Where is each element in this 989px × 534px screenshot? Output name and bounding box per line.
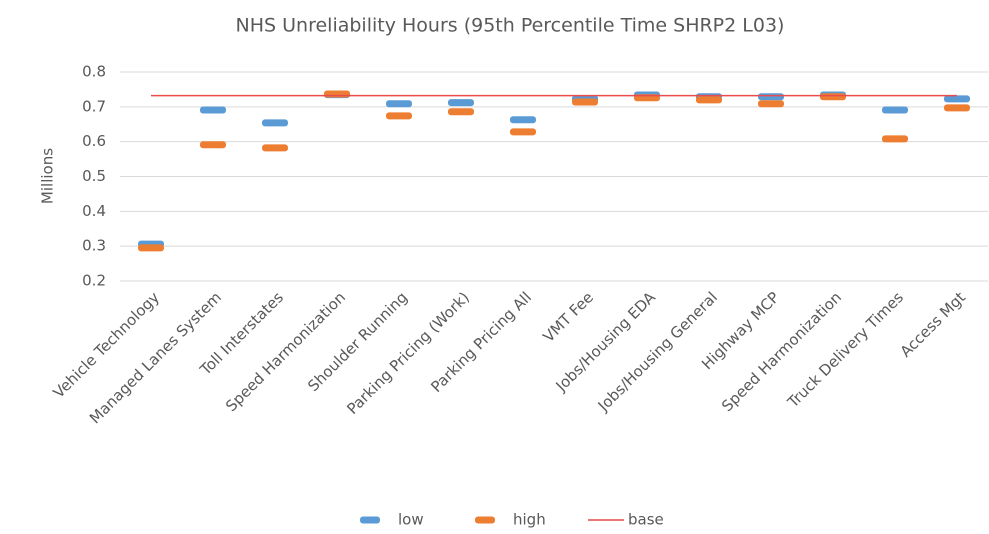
x-tick-label: Jobs/Housing General: [594, 288, 721, 415]
y-tick-label: 0.8: [82, 63, 106, 81]
marker: [572, 98, 598, 106]
legend-label: high: [513, 511, 546, 529]
marker: [200, 141, 226, 149]
legend-swatch: [360, 516, 380, 524]
y-tick-label: 0.5: [82, 167, 106, 185]
marker: [448, 108, 474, 116]
x-tick-label: Vehicle Technology: [50, 288, 164, 402]
chart-title: NHS Unreliability Hours (95th Percentile…: [236, 15, 785, 37]
marker: [200, 106, 226, 114]
marker: [944, 95, 970, 103]
y-tick-label: 0.4: [82, 202, 106, 220]
x-tick-label: VMT Fee: [539, 288, 597, 346]
marker: [758, 100, 784, 108]
marker: [448, 99, 474, 107]
marker: [882, 106, 908, 114]
marker: [820, 93, 846, 101]
marker: [386, 112, 412, 120]
y-tick-label: 0.2: [82, 272, 106, 290]
y-tick-label: 0.7: [82, 97, 106, 115]
legend-label: base: [628, 511, 664, 529]
x-tick-label: Truck Delivery Times: [783, 288, 907, 412]
legend-swatch: [475, 516, 495, 524]
x-tick-label: Access Mgt: [897, 288, 970, 361]
x-tick-label: Speed Harmonization: [718, 288, 845, 415]
x-tick-label: Speed Harmonization: [222, 288, 349, 415]
marker: [262, 119, 288, 127]
marker: [758, 93, 784, 101]
marker: [944, 104, 970, 112]
x-tick-label: Parking Pricing (Work): [343, 288, 473, 418]
y-axis-title: Millions: [39, 148, 57, 204]
y-tick-label: 0.6: [82, 132, 106, 150]
legend-label: low: [398, 511, 424, 529]
marker: [138, 244, 164, 252]
marker: [696, 96, 722, 104]
y-tick-label: 0.3: [82, 237, 106, 255]
marker: [510, 128, 536, 136]
marker: [510, 116, 536, 124]
marker: [262, 144, 288, 152]
marker: [882, 135, 908, 143]
marker: [386, 100, 412, 108]
